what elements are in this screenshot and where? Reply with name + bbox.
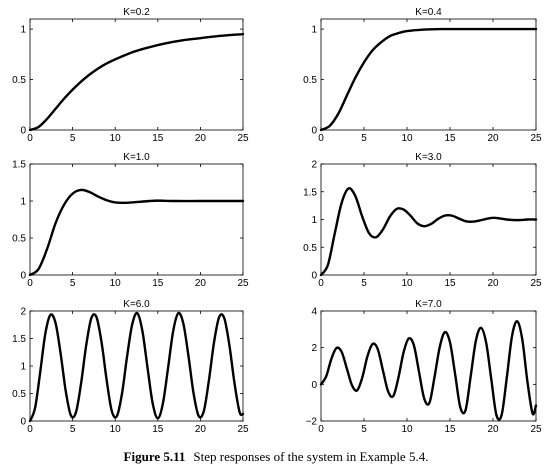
x-tick-label: 5: [70, 424, 76, 435]
axes-box: [29, 163, 244, 276]
x-tick-label: 25: [237, 278, 249, 289]
x-tick-label: 20: [195, 424, 207, 435]
x-tick-label: 0: [318, 424, 324, 435]
x-tick-label: 20: [195, 278, 207, 289]
chart-title: K=1.0: [123, 152, 150, 163]
chart-panel-4: K=3.0 0 5 10 15 20 25 0 0.5 1 1.5 2: [303, 152, 542, 289]
x-tick-label: 0: [27, 133, 33, 144]
x-tick-label: 25: [237, 133, 249, 144]
y-tick-label: 1: [20, 362, 26, 373]
x-tick-label: 5: [70, 133, 76, 144]
x-tick-label: 10: [401, 424, 413, 435]
figure-caption: Figure 5.11 Step responses of the system …: [0, 449, 552, 465]
x-tick-label: 25: [530, 424, 542, 435]
x-tick-label: 0: [318, 278, 324, 289]
x-tick-label: 15: [152, 278, 164, 289]
y-tick-label: 4: [311, 307, 317, 318]
x-tick-label: 15: [444, 133, 456, 144]
y-tick-label: 1: [311, 25, 317, 36]
y-tick-label: 1.5: [12, 160, 26, 171]
y-tick-label: 0: [311, 380, 317, 391]
x-tick-label: 10: [110, 133, 122, 144]
step-response-line: [28, 311, 245, 423]
step-response-line: [319, 187, 538, 277]
figure-caption-label: Figure 5.11: [123, 449, 186, 464]
x-tick-label: 10: [401, 133, 413, 144]
y-tick-label: 0.5: [303, 75, 317, 86]
step-response-line: [28, 32, 245, 132]
x-tick-label: 25: [530, 278, 542, 289]
y-tick-label: 0: [20, 126, 26, 137]
y-tick-label: 0: [311, 126, 317, 137]
chart-panel-2: K=0.4 0 5 10 15 20 25 0 0.5 1: [303, 7, 542, 144]
axes-box: [320, 18, 537, 131]
y-tick-label: 1: [311, 215, 317, 226]
x-tick-label: 25: [530, 133, 542, 144]
x-tick-label: 15: [152, 424, 164, 435]
y-tick-label: 0: [311, 271, 317, 282]
axes-box: [320, 310, 537, 422]
x-tick-label: 10: [110, 278, 122, 289]
y-tick-label: 0.5: [12, 389, 26, 400]
y-tick-label: 0: [20, 417, 26, 428]
x-tick-label: 15: [152, 133, 164, 144]
chart-title: K=6.0: [123, 299, 150, 310]
y-tick-label: 0.5: [12, 234, 26, 245]
y-tick-label: 1: [20, 197, 26, 208]
chart-title: K=0.2: [123, 7, 150, 18]
x-tick-label: 0: [27, 278, 33, 289]
x-tick-label: 15: [444, 278, 456, 289]
y-tick-label: 1.5: [303, 187, 317, 198]
y-tick-label: 0.5: [303, 243, 317, 254]
x-tick-label: 5: [70, 278, 76, 289]
x-tick-label: 5: [361, 133, 367, 144]
chart-panel-3: K=1.0 0 5 10 15 20 25 0 0.5 1 1.5: [12, 152, 249, 289]
x-tick-label: 20: [487, 133, 499, 144]
y-tick-label: −2: [306, 417, 318, 428]
y-tick-label: 2: [311, 343, 317, 354]
x-tick-label: 5: [361, 278, 367, 289]
x-tick-label: 5: [361, 424, 367, 435]
y-tick-label: 1.5: [12, 334, 26, 345]
step-response-line: [319, 27, 538, 132]
step-response-line: [319, 320, 538, 421]
x-tick-label: 20: [487, 278, 499, 289]
figure-caption-text: Step responses of the system in Example …: [193, 449, 429, 464]
x-tick-label: 0: [27, 424, 33, 435]
y-tick-label: 0.5: [12, 75, 26, 86]
step-response-line: [28, 188, 245, 277]
chart-title: K=3.0: [415, 152, 442, 163]
chart-title: K=0.4: [415, 7, 442, 18]
x-tick-label: 0: [318, 133, 324, 144]
x-tick-label: 10: [110, 424, 122, 435]
chart-title: K=7.0: [415, 299, 442, 310]
chart-panel-1: K=0.2 0 5 10 15 20 25 0 0.5 1: [12, 7, 249, 144]
x-tick-label: 15: [444, 424, 456, 435]
y-tick-label: 1: [20, 25, 26, 36]
y-tick-label: 2: [311, 160, 317, 171]
x-tick-label: 20: [487, 424, 499, 435]
x-tick-label: 25: [237, 424, 249, 435]
axes-box: [29, 18, 244, 131]
y-tick-label: 0: [20, 271, 26, 282]
y-tick-label: 2: [20, 307, 26, 318]
chart-panel-5: K=6.0 0 5 10 15 20 25 0 0.5 1 1.5 2: [12, 299, 249, 435]
x-tick-label: 10: [401, 278, 413, 289]
x-tick-label: 20: [195, 133, 207, 144]
